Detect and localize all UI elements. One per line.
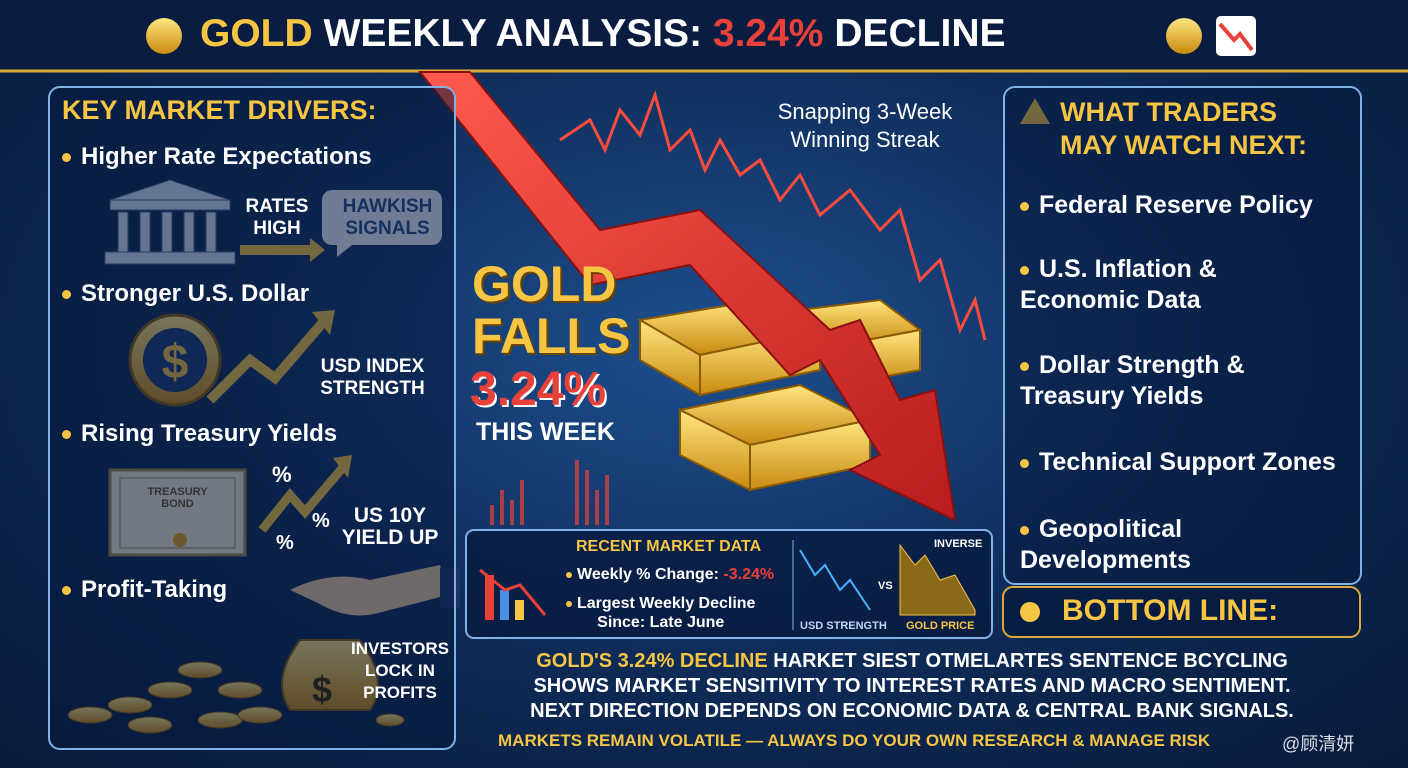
row-label: Weekly % Change: xyxy=(577,566,719,583)
market-row: Weekly % Change: -3.24% xyxy=(566,566,774,584)
driver-label: Stronger U.S. Dollar xyxy=(81,280,310,307)
watch-label: Dollar Strength & Treasury Yields xyxy=(1020,351,1245,410)
title-part: DECLINE xyxy=(834,12,1006,55)
streak: Snapping 3-Week Winning Streak xyxy=(777,99,953,152)
driver-label: Rising Treasury Yields xyxy=(81,420,338,447)
summary-line: GOLD'S 3.24% DECLINE HARKET SIEST OTMELA… xyxy=(462,650,1362,673)
market-data-title: RECENT MARKET DATA xyxy=(576,538,762,555)
caption: RATES HIGH xyxy=(245,196,309,239)
watch-item: Federal Reserve Policy xyxy=(1020,190,1320,221)
caption: HAWKISH SIGNALS xyxy=(342,196,433,239)
watch-label: Geopolitical Developments xyxy=(1020,515,1191,574)
caption: % xyxy=(276,532,294,554)
watch-title: WHAT TRADERS MAY WATCH NEXT: xyxy=(1060,97,1308,160)
driver: Profit-Taking xyxy=(62,576,227,604)
period: THIS WEEK xyxy=(476,418,615,446)
summary-highlight: GOLD'S 3.24% DECLINE xyxy=(536,650,768,672)
row-value: -3.24% xyxy=(723,566,775,583)
title: GOLD WEEKLY ANALYSIS: 3.24% DECLINE xyxy=(200,12,1006,56)
drivers-panel xyxy=(48,86,456,750)
summary-text: HARKET SIEST OTMELARTES SENTENCE BCYCLIN… xyxy=(773,650,1288,672)
disclaimer: MARKETS REMAIN VOLATILE — ALWAYS DO YOUR… xyxy=(498,731,1211,750)
watch-label: Federal Reserve Policy xyxy=(1039,191,1313,219)
headline: GOLD FALLS xyxy=(472,256,631,364)
caption: INVESTORS LOCK IN PROFITS xyxy=(351,639,449,702)
caption: TREASURY BOND xyxy=(147,486,208,510)
caption: US 10Y YIELD UP xyxy=(341,504,439,549)
change: 3.24% xyxy=(470,363,607,416)
driver: Rising Treasury Yields xyxy=(62,420,337,448)
watch-item: Technical Support Zones xyxy=(1020,447,1360,478)
row-line: Largest Weekly Decline xyxy=(577,595,756,612)
bottom-line-title: BOTTOM LINE: xyxy=(1062,594,1279,627)
watch-label: U.S. Inflation & Economic Data xyxy=(1020,255,1217,314)
row-line: Since: Late June xyxy=(597,614,725,631)
driver-label: Profit-Taking xyxy=(81,576,228,603)
drivers-title: KEY MARKET DRIVERS: xyxy=(62,95,377,125)
title-part: WEEKLY ANALYSIS: xyxy=(323,12,703,55)
caption: % xyxy=(312,510,330,532)
watch-label: Technical Support Zones xyxy=(1039,448,1336,476)
watermark: @顾清妍 xyxy=(1282,734,1355,754)
driver-label: Higher Rate Expectations xyxy=(81,143,372,170)
watch-item: U.S. Inflation & Economic Data xyxy=(1020,254,1280,316)
driver: Stronger U.S. Dollar xyxy=(62,280,309,308)
title-part: 3.24% xyxy=(712,12,824,55)
summary-line: SHOWS MARKET SENSITIVITY TO INTEREST RAT… xyxy=(533,675,1291,697)
chart-label: GOLD PRICE xyxy=(906,620,975,632)
caption: USD INDEX STRENGTH xyxy=(320,356,425,399)
title-part: GOLD xyxy=(200,12,313,55)
chart-label: VS xyxy=(878,580,893,592)
caption: % xyxy=(272,462,292,487)
summary-line: NEXT DIRECTION DEPENDS ON ECONOMIC DATA … xyxy=(530,700,1294,722)
chart-label: INVERSE xyxy=(934,538,983,550)
market-row: Largest Weekly Decline Since: Late June xyxy=(566,594,755,632)
watch-item: Dollar Strength & Treasury Yields xyxy=(1020,350,1300,412)
watch-panel xyxy=(1003,86,1362,585)
chart-label: USD STRENGTH xyxy=(800,620,887,632)
watch-item: Geopolitical Developments xyxy=(1020,514,1260,576)
driver: Higher Rate Expectations xyxy=(62,143,372,171)
